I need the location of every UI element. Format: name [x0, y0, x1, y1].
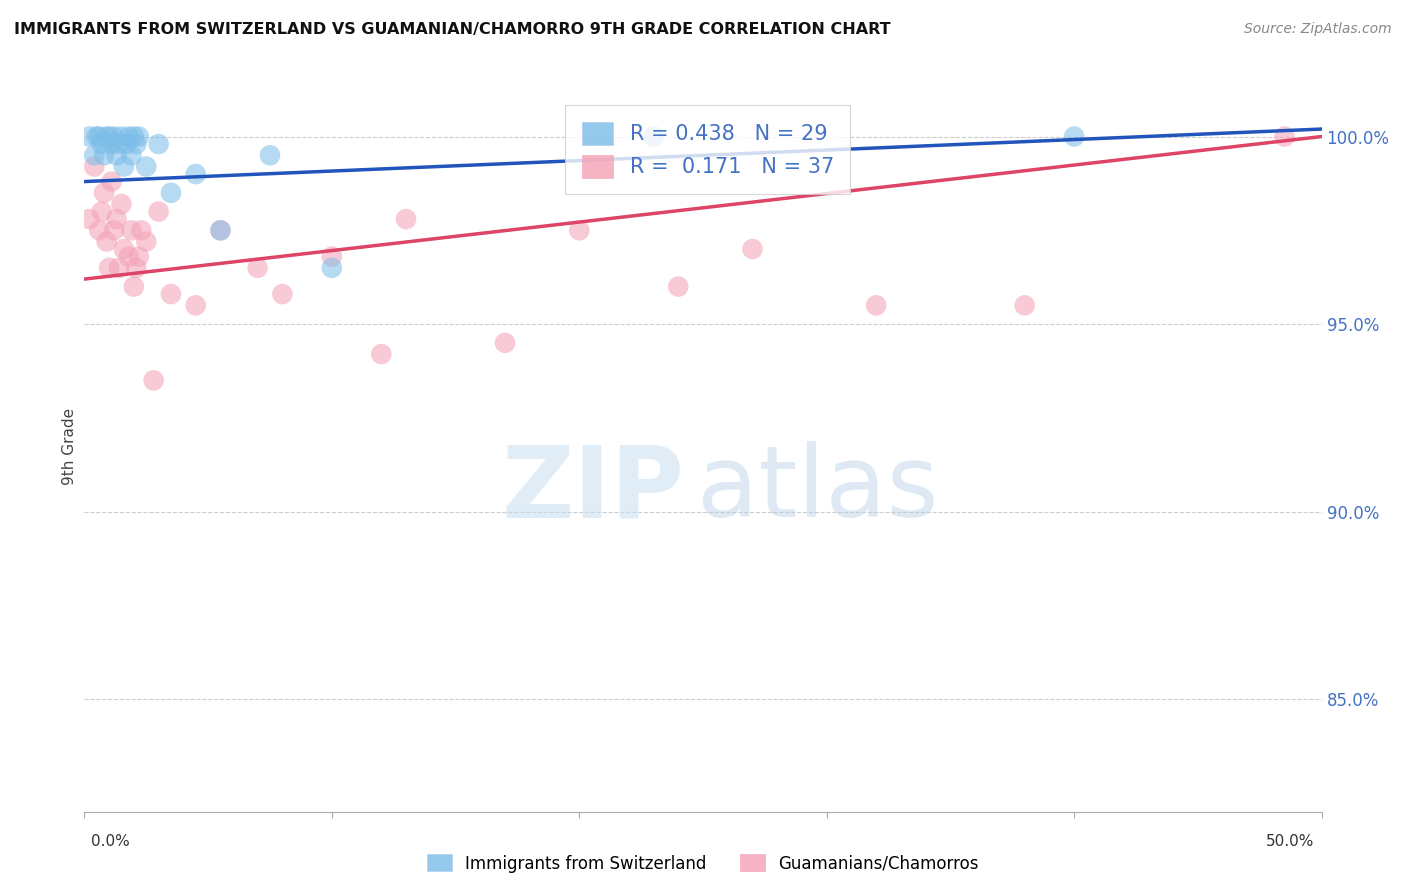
- Point: [98, 260, 121, 275]
- Point: [184, 298, 207, 312]
- Point: [184, 167, 207, 181]
- Point: [271, 287, 294, 301]
- Text: Source: ZipAtlas.com: Source: ZipAtlas.com: [1244, 22, 1392, 37]
- Point: [112, 160, 135, 174]
- Point: [90, 204, 112, 219]
- Point: [370, 347, 392, 361]
- Point: [115, 136, 138, 151]
- Point: [494, 335, 516, 350]
- Point: [148, 204, 170, 219]
- Point: [129, 223, 152, 237]
- Point: [96, 235, 118, 249]
- Point: [125, 136, 148, 151]
- Point: [148, 136, 170, 151]
- Text: ZIP: ZIP: [502, 442, 685, 539]
- Point: [395, 212, 418, 227]
- Point: [120, 223, 142, 237]
- Point: [83, 160, 105, 174]
- Y-axis label: 9th Grade: 9th Grade: [62, 408, 77, 484]
- Point: [741, 242, 763, 256]
- Point: [90, 136, 112, 151]
- Point: [100, 175, 122, 189]
- Legend: R = 0.438   N = 29, R =  0.171   N = 37: R = 0.438 N = 29, R = 0.171 N = 37: [565, 105, 851, 194]
- Point: [105, 148, 128, 162]
- Point: [112, 242, 135, 256]
- Point: [209, 223, 232, 237]
- Point: [108, 260, 131, 275]
- Point: [118, 129, 141, 144]
- Point: [643, 129, 665, 144]
- Point: [666, 279, 689, 293]
- Point: [118, 250, 141, 264]
- Text: IMMIGRANTS FROM SWITZERLAND VS GUAMANIAN/CHAMORRO 9TH GRADE CORRELATION CHART: IMMIGRANTS FROM SWITZERLAND VS GUAMANIAN…: [14, 22, 890, 37]
- Text: 0.0%: 0.0%: [91, 834, 131, 849]
- Point: [105, 212, 128, 227]
- Point: [160, 287, 183, 301]
- Legend: Immigrants from Switzerland, Guamanians/Chamorros: Immigrants from Switzerland, Guamanians/…: [420, 847, 986, 880]
- Point: [160, 186, 183, 200]
- Point: [93, 148, 115, 162]
- Text: 50.0%: 50.0%: [1267, 834, 1315, 849]
- Point: [98, 129, 121, 144]
- Point: [865, 298, 887, 312]
- Point: [108, 136, 131, 151]
- Point: [125, 260, 148, 275]
- Point: [83, 148, 105, 162]
- Point: [100, 136, 122, 151]
- Point: [321, 250, 343, 264]
- Point: [122, 279, 145, 293]
- Point: [110, 197, 132, 211]
- Point: [321, 260, 343, 275]
- Point: [103, 223, 125, 237]
- Point: [1063, 129, 1085, 144]
- Point: [79, 212, 101, 227]
- Point: [89, 129, 111, 144]
- Point: [246, 260, 269, 275]
- Point: [259, 148, 281, 162]
- Point: [89, 223, 111, 237]
- Point: [128, 129, 150, 144]
- Point: [103, 129, 125, 144]
- Point: [120, 148, 142, 162]
- Point: [1014, 298, 1036, 312]
- Point: [568, 223, 591, 237]
- Point: [128, 250, 150, 264]
- Point: [135, 235, 157, 249]
- Text: atlas: atlas: [697, 442, 938, 539]
- Point: [122, 129, 145, 144]
- Point: [96, 129, 118, 144]
- Point: [1274, 129, 1296, 144]
- Point: [79, 129, 101, 144]
- Point: [209, 223, 232, 237]
- Point: [93, 186, 115, 200]
- Point: [135, 160, 157, 174]
- Point: [110, 129, 132, 144]
- Point: [86, 129, 108, 144]
- Point: [142, 373, 165, 387]
